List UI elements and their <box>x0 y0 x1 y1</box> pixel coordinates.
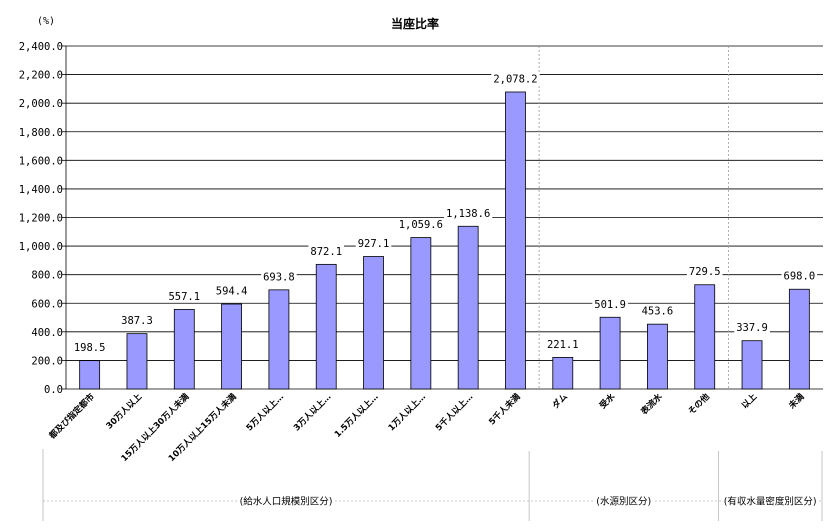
x-tick-label: 5千人以上… <box>433 391 475 433</box>
label-background <box>491 72 540 85</box>
x-tick-label: 都及び指定都市 <box>46 391 97 442</box>
bar <box>599 316 621 390</box>
value-label: 693.8 <box>263 271 295 283</box>
value-labels: 198.5 387.3 557.1 594.4 693.8 872.1 927.1 1,059… <box>71 72 818 354</box>
group-label: (有収水量密度別区分) <box>724 496 817 508</box>
bar <box>126 333 148 390</box>
label-background <box>592 298 628 311</box>
label-background <box>308 245 345 258</box>
y-tick-label: 800.0 <box>31 270 63 282</box>
value-label: 501.9 <box>594 299 626 311</box>
group-separators <box>538 46 729 389</box>
bar <box>694 284 716 390</box>
value-label: 198.5 <box>74 342 106 354</box>
y-tick-label: 1,600.0 <box>19 155 63 167</box>
label-background <box>721 495 819 507</box>
y-tick-label: 1,800.0 <box>19 127 63 139</box>
label-background <box>261 270 297 283</box>
label-background <box>594 495 654 507</box>
bar <box>457 225 479 390</box>
group-label: (給水人口規模別区分) <box>240 496 333 508</box>
label-background <box>686 265 723 278</box>
label-background <box>396 218 445 231</box>
y-tick-label: 1,200.0 <box>19 213 63 225</box>
chart-title: 当座比率 <box>391 16 439 31</box>
label-background <box>544 338 581 351</box>
bar <box>268 289 290 390</box>
value-label: 387.3 <box>121 315 153 327</box>
label-background <box>781 270 818 283</box>
label-background <box>166 290 203 303</box>
x-tick-label: 以上 <box>739 391 759 411</box>
label-background <box>71 341 108 354</box>
y-tick-label: 400.0 <box>31 327 63 339</box>
bar <box>647 323 668 390</box>
x-tick-label: 表流水 <box>638 391 665 418</box>
y-tick-label: 600.0 <box>31 298 63 310</box>
bar <box>79 360 101 390</box>
x-tick-label: 1.5万人以上… <box>332 391 380 439</box>
bar <box>788 288 810 390</box>
label-background <box>734 321 770 334</box>
x-tick-label: その他 <box>686 391 712 417</box>
x-tick-label: ダム <box>550 391 570 411</box>
label-background <box>639 305 676 318</box>
y-axis-label: (%) <box>37 16 55 27</box>
value-label: 1,138.6 <box>446 208 490 220</box>
value-label: 221.1 <box>547 339 579 351</box>
value-label: 2,078.2 <box>493 73 537 85</box>
x-tick-label: 5万人以上… <box>244 391 286 433</box>
bar <box>505 91 526 390</box>
group-label: (水源別区分) <box>596 496 651 508</box>
value-label: 1,059.6 <box>399 219 443 231</box>
label-background <box>444 207 493 220</box>
x-tick-label: 5千人未満 <box>487 391 523 427</box>
label-background <box>119 314 155 327</box>
y-tick-label: 200.0 <box>31 355 63 367</box>
group-label-area: (給水人口規模別区分) (水源別区分) (有収水量密度別区分) <box>42 449 823 521</box>
label-background <box>237 495 335 507</box>
value-label: 557.1 <box>168 291 200 303</box>
bar <box>410 237 432 390</box>
y-tick-label: 1,000.0 <box>19 241 63 253</box>
bar <box>173 308 195 390</box>
value-label: 594.4 <box>216 286 248 298</box>
bar <box>363 256 384 390</box>
x-tick-label: 30万人以上 <box>104 391 145 432</box>
bars <box>79 91 810 390</box>
value-label: 337.9 <box>736 322 768 334</box>
bar <box>315 263 337 390</box>
y-tick-label: 1,400.0 <box>19 184 63 196</box>
y-tick-label: 0.0 <box>44 384 63 396</box>
value-label: 698.0 <box>784 271 816 283</box>
value-label: 453.6 <box>642 306 674 318</box>
value-label: 729.5 <box>689 266 721 278</box>
y-tick-label: 2,000.0 <box>19 98 63 110</box>
x-tick-label: 未満 <box>786 391 807 412</box>
y-tick-label: 2,200.0 <box>19 70 63 82</box>
value-label: 872.1 <box>310 246 342 258</box>
gridlines: 0.0 200.0 400.0 600.0 800.0 1,000.0 1,200.0 1,4… <box>19 41 823 396</box>
y-tick-label: 2,400.0 <box>19 41 63 53</box>
bar <box>221 303 242 390</box>
bar <box>552 357 574 390</box>
x-tick-label: 1万人以上… <box>386 391 428 433</box>
label-background <box>355 237 392 250</box>
label-background <box>213 285 250 298</box>
value-label: 927.1 <box>358 238 390 250</box>
x-tick-label: 受水 <box>597 391 617 411</box>
bar <box>741 340 763 390</box>
x-tick-label: 3万人以上… <box>291 391 333 433</box>
